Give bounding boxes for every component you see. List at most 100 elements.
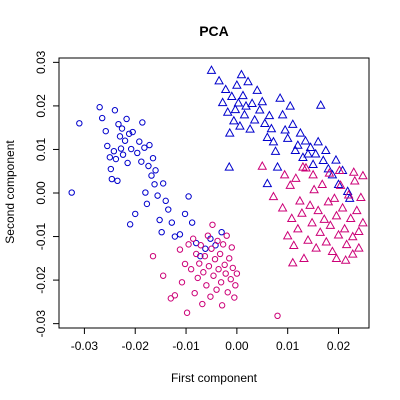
- plot-frame: [58, 57, 370, 329]
- data-point-circle: [204, 232, 212, 239]
- data-point-circle: [148, 172, 155, 179]
- data-point-triangle: [298, 161, 308, 171]
- data-point-triangle: [353, 242, 364, 252]
- data-point-circle: [233, 270, 241, 277]
- data-point-circle: [132, 210, 139, 218]
- data-point-triangle: [301, 162, 311, 172]
- data-point-circle: [221, 261, 228, 269]
- data-point-circle: [138, 158, 145, 165]
- data-point-circle: [185, 193, 192, 200]
- data-point-circle: [158, 228, 165, 236]
- data-point-triangle: [358, 217, 368, 227]
- data-point-triangle: [308, 159, 318, 168]
- data-point-circle: [149, 252, 157, 260]
- data-point-circle: [102, 127, 109, 135]
- data-point-circle: [156, 216, 163, 224]
- data-point-triangle: [331, 210, 342, 220]
- data-point-triangle: [280, 124, 290, 134]
- data-point-circle: [217, 279, 225, 286]
- data-point-circle: [218, 228, 225, 236]
- data-point-triangle: [317, 179, 328, 188]
- data-point-circle: [149, 154, 157, 162]
- data-point-circle: [119, 151, 127, 158]
- data-point-circle: [134, 149, 141, 157]
- data-point-circle: [194, 274, 201, 282]
- data-point-triangle: [262, 132, 273, 141]
- data-point-circle: [183, 309, 191, 316]
- data-point-triangle: [235, 120, 245, 130]
- data-point-circle: [205, 262, 213, 270]
- data-point-circle: [193, 250, 200, 258]
- data-point-triangle: [277, 202, 288, 212]
- data-point-circle: [181, 210, 189, 218]
- data-point-triangle: [335, 180, 346, 189]
- data-point-circle: [111, 107, 119, 114]
- data-point-circle: [171, 292, 179, 299]
- data-point-triangle: [272, 161, 283, 171]
- data-point-triangle: [308, 169, 318, 179]
- data-point-circle: [165, 206, 172, 213]
- x-tick-label: -0.02: [122, 339, 150, 353]
- data-point-triangle: [287, 257, 298, 267]
- data-point-circle: [110, 147, 118, 155]
- data-point-circle: [116, 133, 124, 140]
- data-point-triangle: [309, 184, 319, 194]
- data-point-triangle: [342, 186, 353, 195]
- data-point-circle: [227, 276, 234, 283]
- data-point-triangle: [282, 230, 293, 240]
- data-point-triangle: [319, 214, 330, 223]
- data-point-circle: [171, 233, 179, 240]
- y-axis-label: Second component: [3, 140, 17, 244]
- data-point-triangle: [277, 109, 288, 119]
- data-point-triangle: [305, 142, 316, 151]
- data-point-circle: [129, 128, 136, 136]
- data-point-triangle: [315, 100, 326, 109]
- data-point-circle: [202, 245, 209, 252]
- data-point-circle: [219, 241, 227, 248]
- y-tick-label: 0.02: [34, 94, 48, 118]
- data-point-circle: [185, 241, 192, 248]
- data-point-circle: [108, 175, 116, 183]
- data-point-circle: [107, 165, 115, 173]
- y-tick-label: -0.03: [34, 310, 48, 338]
- data-point-triangle: [318, 155, 329, 165]
- data-point-circle: [162, 197, 169, 205]
- data-point-triangle: [315, 227, 326, 236]
- data-point-triangle: [329, 193, 340, 202]
- data-point-triangle: [268, 136, 279, 146]
- data-point-triangle: [286, 213, 297, 222]
- data-point-circle: [123, 115, 130, 123]
- x-tick-label: -0.03: [71, 339, 99, 353]
- data-point-triangle: [252, 85, 263, 94]
- data-point-circle: [229, 264, 237, 272]
- data-point-triangle: [345, 213, 356, 222]
- data-point-triangle: [224, 161, 235, 171]
- data-point-circle: [139, 119, 146, 126]
- data-point-triangle: [270, 146, 281, 155]
- x-tick-label: -0.01: [172, 339, 200, 353]
- data-point-circle: [142, 189, 149, 196]
- data-point-triangle: [303, 235, 313, 244]
- data-point-triangle: [287, 119, 298, 128]
- data-point-circle: [167, 295, 175, 302]
- data-point-circle: [104, 142, 111, 150]
- data-point-triangle: [321, 236, 332, 246]
- data-point-circle: [114, 177, 121, 185]
- data-point-circle: [274, 312, 281, 320]
- data-point-triangle: [311, 242, 321, 252]
- y-tick-label: 0.00: [34, 181, 48, 205]
- data-point-circle: [222, 270, 229, 277]
- data-point-circle: [106, 154, 114, 161]
- data-point-triangle: [245, 123, 255, 133]
- data-point-triangle: [290, 145, 301, 155]
- data-point-triangle: [343, 189, 354, 199]
- data-point-triangle: [275, 93, 285, 102]
- data-point-circle: [196, 260, 203, 267]
- data-point-triangle: [356, 192, 366, 202]
- data-point-triangle: [331, 253, 342, 263]
- data-point-triangle: [331, 154, 341, 164]
- data-point-circle: [151, 181, 158, 188]
- data-point-circle: [191, 289, 198, 297]
- data-point-circle: [159, 272, 167, 279]
- data-point-triangle: [320, 145, 331, 155]
